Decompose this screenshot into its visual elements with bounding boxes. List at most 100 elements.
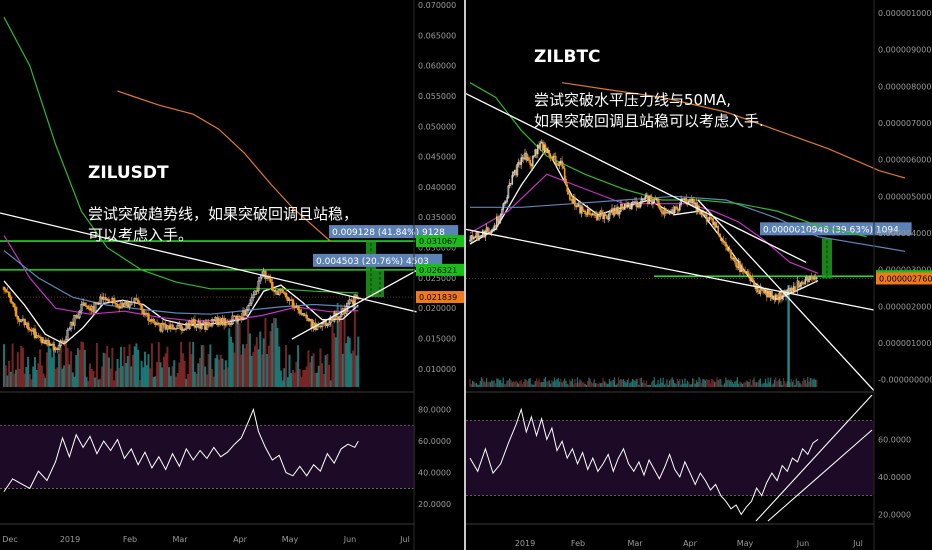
zilbtc-volume-bar	[799, 383, 801, 387]
zilbtc-volume-bar	[816, 379, 818, 387]
zilusdt-volume-bar	[216, 354, 219, 387]
zilbtc-candle-body	[474, 236, 476, 239]
zilusdt-measurement-label-box	[313, 253, 443, 267]
zilusdt-volume-bar	[173, 360, 176, 387]
zilbtc-volume-bar	[479, 380, 481, 387]
zilusdt-candle-body	[83, 302, 87, 307]
zilusdt-candle	[88, 304, 92, 314]
zilbtc-candle-body	[562, 165, 565, 169]
zilusdt-candle	[195, 323, 198, 332]
zilusdt-volume-bar	[231, 342, 234, 387]
zilbtc-candle	[525, 150, 528, 163]
zilbtc-candle-body	[549, 155, 552, 158]
zilbtc-candle	[621, 203, 624, 211]
zilusdt-candle	[73, 314, 76, 330]
zilbtc-candle-body	[730, 249, 732, 259]
zilusdt-volume-bar	[295, 361, 298, 387]
zilbtc-candle-body	[588, 209, 590, 214]
zilbtc-candle-body	[566, 184, 569, 192]
zilbtc-volume-bar	[594, 383, 596, 387]
zilusdt-candle-body	[284, 292, 288, 298]
zilusdt-volume-bar	[314, 372, 317, 387]
zilusdt-candle-body	[240, 316, 243, 321]
zilusdt-chart[interactable]: 0.009128 (41.84%) 9128 0.004503 (20.76%) …	[0, 0, 465, 550]
zilbtc-candle-body	[661, 209, 663, 214]
zilbtc-volume-bar	[698, 377, 700, 387]
zilbtc-volume-bar	[500, 380, 502, 387]
zilbtc-chart[interactable]: 0.0000010948 (39.63%) 1094 0.0000010000 0…	[465, 0, 932, 550]
zilbtc-volume-bar	[605, 381, 607, 387]
zilusdt-volume-bar	[51, 357, 54, 387]
zilbtc-volume-bar	[611, 380, 613, 387]
zilbtc-volume-bar	[724, 383, 726, 387]
zilbtc-volume-bar	[566, 383, 568, 387]
zilusdt-rsi-tick: 20.0000	[418, 500, 451, 509]
zilusdt-volume-bar	[281, 380, 284, 387]
zilusdt-volume-bar	[11, 343, 14, 387]
zilbtc-candle	[753, 279, 755, 287]
zilusdt-candle	[7, 291, 11, 299]
zilusdt-volume-bar	[243, 348, 246, 387]
zilbtc-candle-body	[723, 241, 726, 244]
zilusdt-volume-bar	[152, 376, 155, 387]
zilbtc-candle-body	[675, 206, 677, 209]
zilbtc-candle-body	[735, 261, 737, 267]
zilusdt-rsi-tick: 80.0000	[418, 405, 451, 414]
zilbtc-volume-bar	[550, 383, 552, 387]
zilusdt-candle-body	[269, 278, 272, 283]
zilbtc-volume-bar	[573, 384, 575, 387]
zilbtc-candle-body	[519, 161, 521, 165]
zilbtc-volume-bar	[786, 381, 788, 387]
zilbtc-candle-body	[725, 242, 727, 247]
zilbtc-volume-bar	[557, 377, 559, 387]
zilbtc-candle	[568, 193, 571, 202]
zilbtc-candle-body	[575, 205, 578, 208]
zilbtc-candle	[631, 200, 634, 210]
zilbtc-candle	[554, 152, 557, 167]
zilbtc-volume-bar	[757, 382, 759, 387]
zilusdt-candle-body	[23, 318, 26, 326]
zilusdt-candle-body	[259, 276, 262, 282]
zilbtc-volume-bar	[576, 377, 579, 387]
zilusdt-candle-body	[116, 304, 119, 308]
zilusdt-candle	[298, 305, 302, 316]
zilbtc-candle	[544, 142, 547, 155]
zilusdt-candle-body	[229, 323, 233, 325]
zilbtc-candle	[498, 215, 501, 224]
zilbtc-candle-body	[528, 157, 530, 161]
zilbtc-volume-bar	[635, 379, 637, 387]
zilusdt-candle-body	[123, 303, 126, 308]
zilusdt-ma-orange	[117, 90, 332, 242]
zilusdt-candle	[78, 309, 81, 320]
zilusdt-volume-bar	[44, 377, 47, 387]
zilusdt-candle-body	[152, 319, 155, 323]
zilbtc-volume-bar	[496, 378, 498, 387]
zilbtc-volume-bar	[521, 383, 524, 387]
zilbtc-candle-body	[705, 214, 708, 222]
zilbtc-candle-body	[635, 201, 638, 207]
zilbtc-rsi-line	[469, 407, 819, 516]
zilbtc-candle	[722, 236, 725, 246]
zilbtc-ma-green	[469, 82, 867, 238]
zilusdt-volume-bar	[317, 365, 320, 387]
zilbtc-candle	[493, 222, 496, 232]
zilbtc-candle	[670, 208, 672, 215]
zilbtc-volume-bar	[633, 379, 635, 387]
chart-divider[interactable]	[464, 0, 466, 550]
zilusdt-volume-bar	[21, 347, 24, 387]
zilusdt-volume-bar	[73, 376, 76, 387]
zilusdt-candle	[14, 305, 18, 317]
zilbtc-candle-body	[659, 208, 662, 210]
zilbtc-volume-bar	[781, 384, 783, 387]
zilusdt-candle-body	[276, 290, 279, 296]
zilusdt-volume-bar	[140, 360, 143, 387]
zilbtc-candle-body	[699, 211, 702, 215]
zilbtc-candle-body	[801, 282, 804, 284]
zilbtc-candle-body	[551, 156, 553, 159]
zilbtc-candle-body	[693, 198, 695, 205]
zilusdt-volume-bar	[355, 355, 358, 387]
zilusdt-volume-bar	[135, 343, 138, 387]
zilbtc-volume-bar	[780, 381, 782, 387]
zilusdt-volume-bar	[149, 368, 152, 387]
zilusdt-candle	[284, 289, 288, 300]
